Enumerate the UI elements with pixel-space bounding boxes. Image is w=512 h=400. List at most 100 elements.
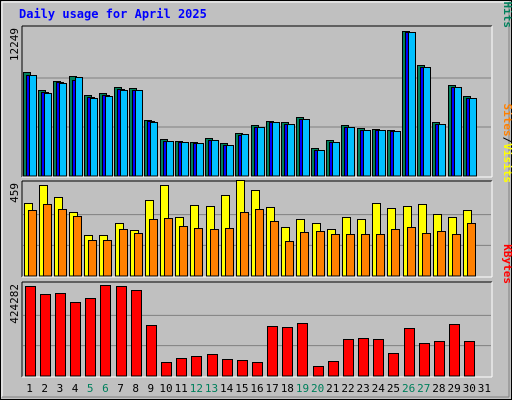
day-label: 29 (447, 382, 460, 395)
bar-pages-day-8 (135, 90, 143, 177)
bar-kbytes-day-8 (131, 290, 142, 377)
bar-kbytes-day-1 (25, 286, 36, 377)
bar-sites-day-26 (407, 227, 416, 277)
legend-entry: / (501, 0, 512, 2)
bar-kbytes-day-13 (207, 354, 218, 377)
bar-pages-day-25 (393, 131, 401, 177)
day-label: 26 (402, 382, 415, 395)
bar-pages-day-30 (469, 98, 477, 177)
bar-pages-day-10 (166, 141, 174, 177)
bar-kbytes-day-12 (191, 356, 202, 377)
y-max-label: 424282 (8, 284, 21, 324)
bar-sites-day-18 (285, 241, 294, 277)
bar-pages-day-23 (363, 130, 371, 177)
bar-sites-day-27 (422, 233, 431, 277)
bar-pages-day-18 (287, 124, 295, 177)
bar-sites-day-6 (103, 240, 112, 277)
day-label: 16 (250, 382, 263, 395)
legend-kbytes: KBytes (501, 244, 512, 284)
day-label: 31 (478, 382, 491, 395)
bar-kbytes-day-25 (388, 353, 399, 377)
day-label: 24 (372, 382, 386, 395)
legend-entry: / (501, 137, 512, 144)
bar-pages-day-1 (29, 75, 37, 177)
day-label: 11 (175, 382, 188, 395)
bar-sites-day-29 (452, 234, 461, 277)
bar-sites-day-11 (179, 226, 188, 277)
bar-kbytes-day-16 (252, 362, 263, 377)
bar-kbytes-day-10 (161, 362, 172, 377)
bar-pages-day-9 (150, 122, 158, 177)
day-label: 13 (205, 382, 218, 395)
bar-kbytes-day-20 (313, 366, 324, 377)
bar-kbytes-day-18 (282, 327, 293, 377)
bars-visits-sites (24, 180, 476, 277)
bar-kbytes-day-3 (55, 293, 66, 377)
bar-sites-day-30 (467, 223, 476, 277)
legend-hits-files-pages: Pages/Files/Hits (501, 0, 512, 28)
bar-kbytes-day-14 (222, 359, 233, 377)
day-label: 30 (463, 382, 476, 395)
day-label: 17 (266, 382, 279, 395)
bar-pages-day-6 (105, 96, 113, 177)
bar-sites-day-2 (43, 204, 52, 277)
y-max-label: 459 (8, 183, 21, 203)
bar-sites-day-9 (149, 219, 158, 277)
bar-sites-day-8 (134, 233, 143, 277)
day-label: 25 (387, 382, 400, 395)
bar-kbytes-day-6 (100, 285, 111, 377)
legend-visits-sites: Sites/Visits (501, 104, 512, 184)
legend-entry: Visits (501, 143, 512, 183)
day-label: 20 (311, 382, 324, 395)
day-label: 19 (296, 382, 309, 395)
day-label: 9 (148, 382, 155, 395)
bar-kbytes-day-19 (297, 323, 308, 377)
day-label: 21 (326, 382, 339, 395)
day-labels: 1 2 3 4 5 6 7 8 9 10 11 12 13 14 15 16 17 18 19 20 21 22 23 24 2… (26, 382, 491, 395)
bar-kbytes-day-4 (70, 302, 81, 377)
bar-kbytes-day-27 (419, 343, 430, 377)
bar-sites-day-21 (331, 234, 340, 277)
bar-kbytes-day-9 (146, 325, 157, 377)
bar-kbytes-day-5 (85, 298, 96, 377)
bar-kbytes-day-7 (116, 286, 127, 377)
bar-sites-day-22 (346, 234, 355, 277)
bar-sites-day-23 (361, 234, 370, 277)
legend-entry: KBytes (501, 244, 512, 284)
bars-kbytes (25, 285, 475, 377)
day-label: 1 (26, 382, 33, 395)
bar-pages-day-22 (347, 127, 355, 177)
day-label: 8 (132, 382, 139, 395)
bar-pages-day-2 (44, 93, 52, 177)
bar-pages-day-20 (317, 150, 325, 177)
bar-pages-day-28 (438, 124, 446, 177)
day-label: 2 (41, 382, 48, 395)
legend-entry: Hits (501, 2, 512, 29)
bar-sites-day-13 (210, 229, 219, 277)
bar-pages-day-7 (120, 90, 128, 177)
day-label: 7 (117, 382, 124, 395)
bar-pages-day-4 (75, 77, 83, 177)
bar-kbytes-day-11 (176, 358, 187, 377)
bar-sites-day-25 (391, 229, 400, 277)
panel-visits-sites: 459 Sites/Visits (8, 104, 512, 278)
bar-sites-day-24 (376, 234, 385, 277)
panel-hits-files-pages: 12249 Pages/Files/Hits (8, 0, 512, 178)
bar-kbytes-day-26 (404, 328, 415, 377)
bar-sites-day-20 (316, 231, 325, 277)
bar-pages-day-12 (196, 143, 204, 177)
day-label: 4 (72, 382, 79, 395)
bar-pages-day-11 (181, 142, 189, 177)
bar-kbytes-day-22 (343, 339, 354, 377)
bar-sites-day-16 (255, 209, 264, 277)
bar-pages-day-27 (423, 67, 431, 177)
day-label: 12 (190, 382, 203, 395)
legend-entry: Sites (501, 104, 512, 137)
day-label: 5 (87, 382, 94, 395)
day-label: 28 (432, 382, 445, 395)
day-label: 10 (159, 382, 172, 395)
panel-kbytes: 424282 KBytes (8, 244, 512, 378)
bar-sites-day-1 (28, 210, 37, 277)
bars-hits-files-pages (23, 31, 477, 177)
